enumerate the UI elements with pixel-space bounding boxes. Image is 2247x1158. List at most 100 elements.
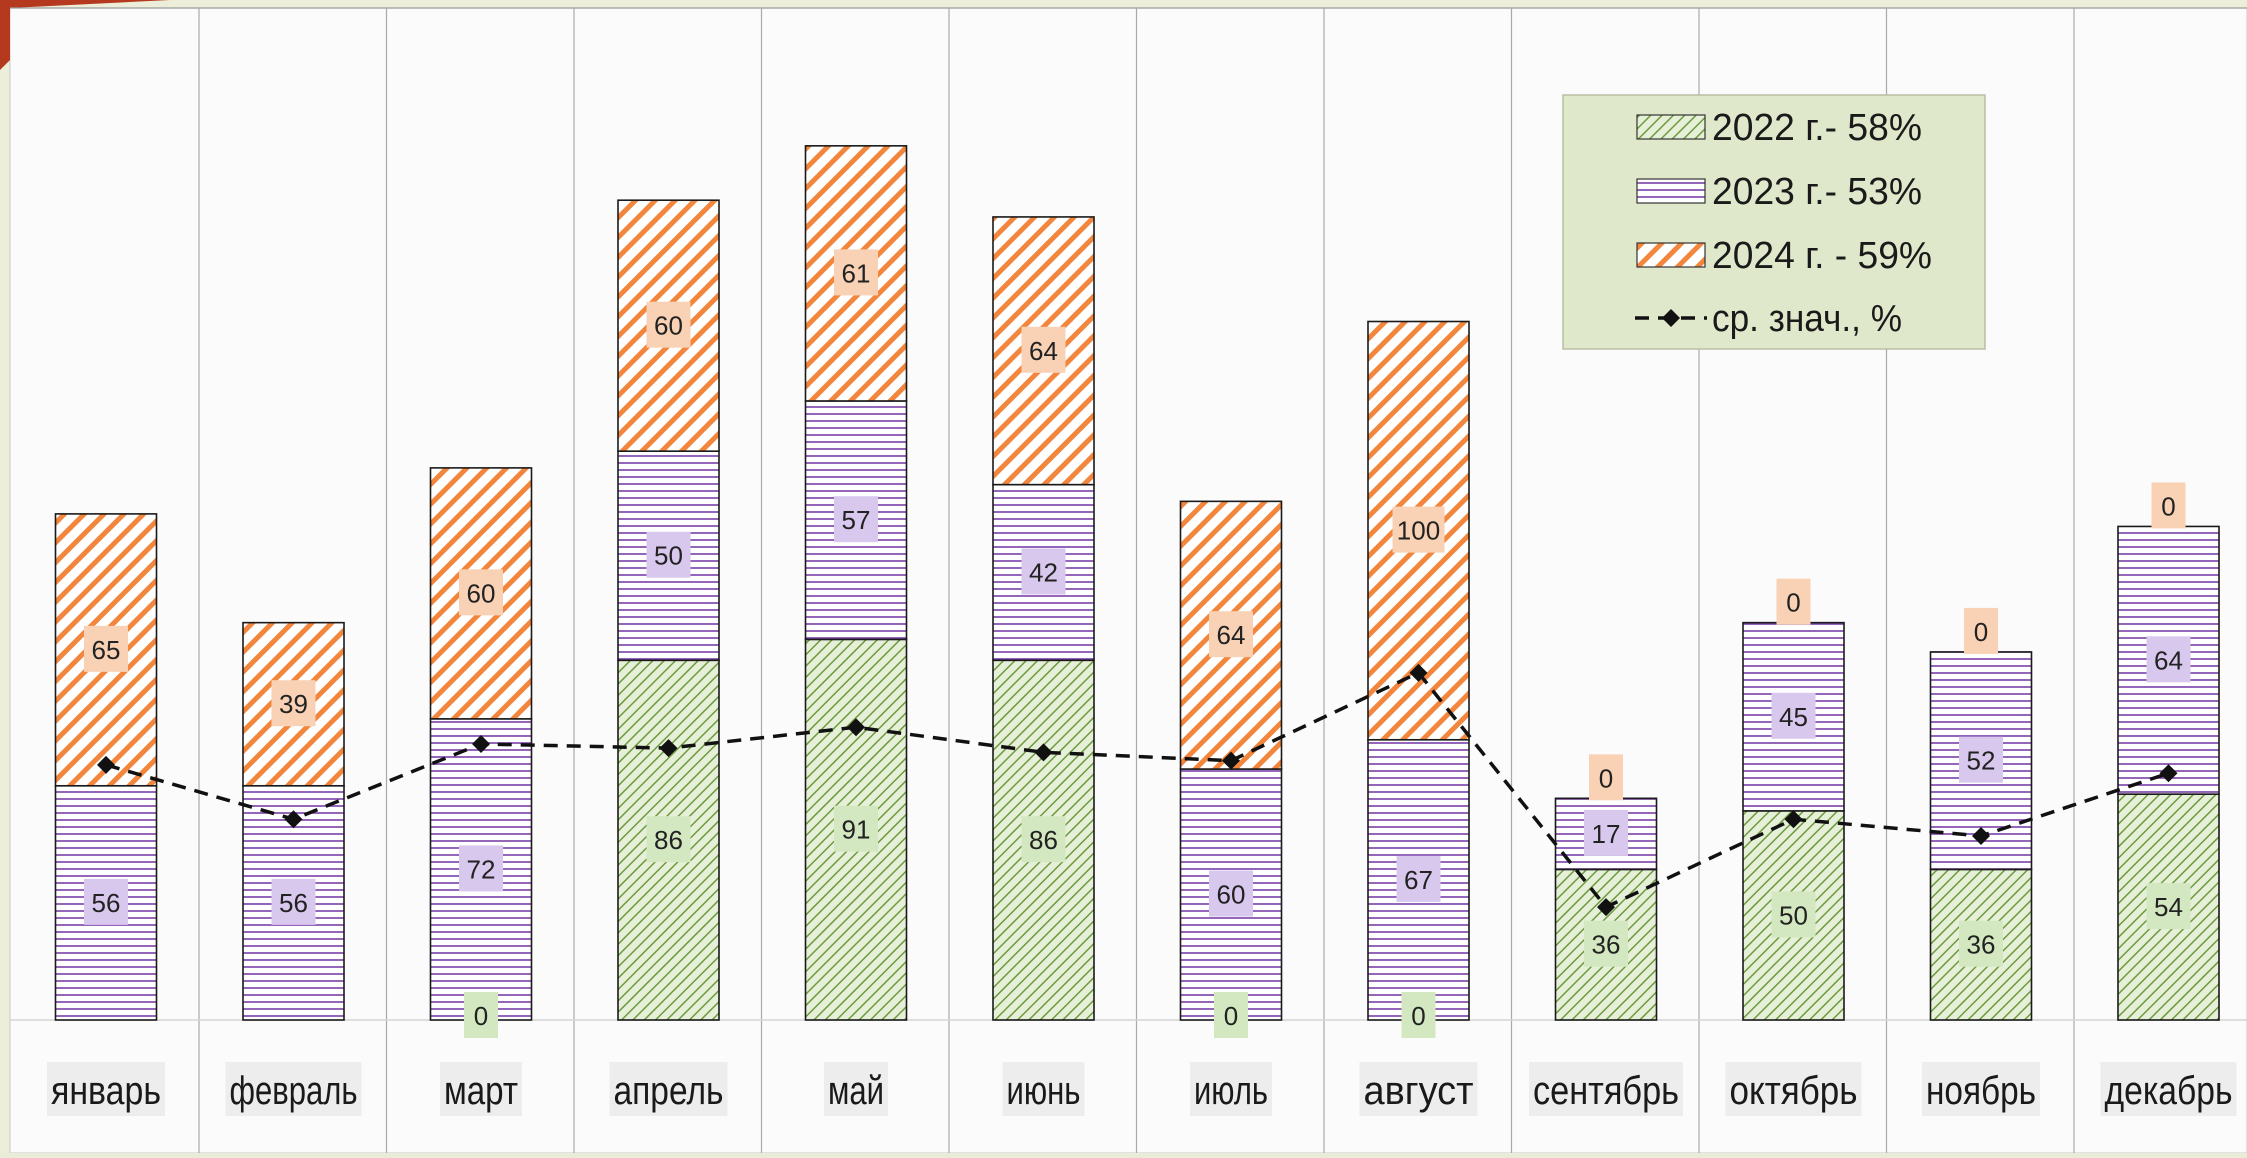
average-marker xyxy=(284,810,303,829)
data-label: 52 xyxy=(1967,746,1996,776)
data-label-bg xyxy=(1771,891,1816,938)
data-label-bg xyxy=(464,992,498,1038)
legend-swatch-3 xyxy=(1636,242,1706,268)
category-label-декабрь: декабрь xyxy=(2105,1069,2233,1113)
category-label-bg xyxy=(440,1062,522,1116)
category-label-bg xyxy=(824,1062,888,1116)
data-label-bg xyxy=(1209,870,1253,917)
category-label-сентябрь: сентябрь xyxy=(1533,1069,1679,1113)
category-label-bg xyxy=(225,1062,362,1116)
data-label-bg xyxy=(1401,992,1436,1038)
data-label: 57 xyxy=(842,505,871,535)
data-label: 64 xyxy=(2154,645,2183,675)
legend-line-marker xyxy=(1662,309,1680,327)
category-label-апрель: апрель xyxy=(614,1069,724,1113)
data-label: 65 xyxy=(92,635,121,665)
data-label-bg xyxy=(1392,506,1445,553)
data-label: 39 xyxy=(279,689,308,719)
data-label: 61 xyxy=(842,258,871,288)
average-marker xyxy=(1597,898,1615,917)
data-label-bg xyxy=(1396,855,1441,902)
average-marker xyxy=(1409,663,1428,682)
data-label: 60 xyxy=(467,578,496,608)
data-label: 36 xyxy=(1592,930,1621,960)
category-label-bg xyxy=(1190,1062,1272,1116)
data-label-bg xyxy=(84,625,128,672)
category-label-bg xyxy=(609,1062,728,1116)
data-label-bg xyxy=(1209,611,1253,658)
data-label: 0 xyxy=(474,1001,488,1031)
data-label-bg xyxy=(271,878,316,925)
legend-label: ср. знач., % xyxy=(1712,298,1902,340)
average-marker xyxy=(97,755,115,774)
data-label: 45 xyxy=(1779,702,1808,732)
data-label: 54 xyxy=(2154,892,2183,922)
data-label: 100 xyxy=(1397,516,1440,546)
category-label-bg xyxy=(1725,1062,1862,1116)
data-label-bg xyxy=(646,301,691,348)
legend-label: 2024 г. - 59% xyxy=(1712,235,1932,277)
average-line xyxy=(105,670,2170,910)
data-label-bg xyxy=(1214,992,1248,1038)
data-label: 50 xyxy=(654,541,683,571)
category-label-март: март xyxy=(444,1069,518,1113)
data-label: 60 xyxy=(654,311,683,341)
category-label-январь: январь xyxy=(51,1069,161,1113)
category-label-июль: июль xyxy=(1194,1069,1268,1113)
data-label-bg xyxy=(1964,607,1998,654)
data-label-bg xyxy=(1589,754,1623,801)
data-label-bg xyxy=(459,845,503,892)
data-label-bg xyxy=(84,878,128,925)
data-label-bg xyxy=(1771,692,1816,739)
legend-box xyxy=(1562,94,1986,350)
legend-label: 2022 г.- 58% xyxy=(1712,107,1922,149)
data-label-bg xyxy=(1021,326,1066,373)
corner-accent-shape xyxy=(0,0,170,70)
data-label: 64 xyxy=(1029,336,1058,366)
category-label-октябрь: октябрь xyxy=(1730,1069,1858,1113)
category-label-bg xyxy=(2100,1062,2237,1116)
data-label: 50 xyxy=(1779,900,1808,930)
data-label-bg xyxy=(271,680,316,727)
category-label-bg xyxy=(1359,1062,1478,1116)
data-label-bg xyxy=(1776,578,1811,625)
category-label-bg xyxy=(1529,1062,1683,1116)
data-label: 64 xyxy=(1217,620,1246,650)
data-label-bg xyxy=(2151,482,2186,529)
data-label-bg xyxy=(1584,809,1628,856)
category-label-bg xyxy=(1922,1062,2040,1116)
legend-swatch-1 xyxy=(1636,114,1706,140)
data-label-bg xyxy=(2146,883,2191,930)
category-label-май: май xyxy=(828,1069,884,1113)
category-label-ноябрь: ноябрь xyxy=(1926,1069,2036,1113)
category-label-август: август xyxy=(1364,1069,1474,1113)
average-marker xyxy=(847,718,865,737)
data-label-bg xyxy=(834,496,878,543)
category-label-февраль: февраль xyxy=(230,1069,358,1113)
average-marker xyxy=(659,739,678,758)
data-label: 42 xyxy=(1029,557,1058,587)
category-label-bg xyxy=(47,1062,165,1116)
data-label: 67 xyxy=(1404,865,1433,895)
data-label: 0 xyxy=(1786,588,1800,618)
data-label-bg xyxy=(834,805,878,852)
data-label-bg xyxy=(646,531,691,578)
data-label: 86 xyxy=(654,825,683,855)
data-label: 72 xyxy=(467,854,496,884)
data-label: 86 xyxy=(1029,825,1058,855)
data-label: 56 xyxy=(92,888,121,918)
data-label-bg xyxy=(1021,548,1066,595)
average-marker xyxy=(1034,743,1053,762)
data-label: 0 xyxy=(1411,1001,1425,1031)
data-label-bg xyxy=(1959,736,2003,783)
average-marker xyxy=(1784,810,1803,829)
average-marker xyxy=(1222,751,1240,770)
data-label: 0 xyxy=(1224,1001,1238,1031)
legend-swatch-2 xyxy=(1636,178,1706,204)
data-label-bg xyxy=(2146,636,2191,683)
data-label: 36 xyxy=(1967,930,1996,960)
data-label: 91 xyxy=(842,815,871,845)
data-label-bg xyxy=(834,249,878,296)
category-label-bg xyxy=(1002,1062,1085,1116)
